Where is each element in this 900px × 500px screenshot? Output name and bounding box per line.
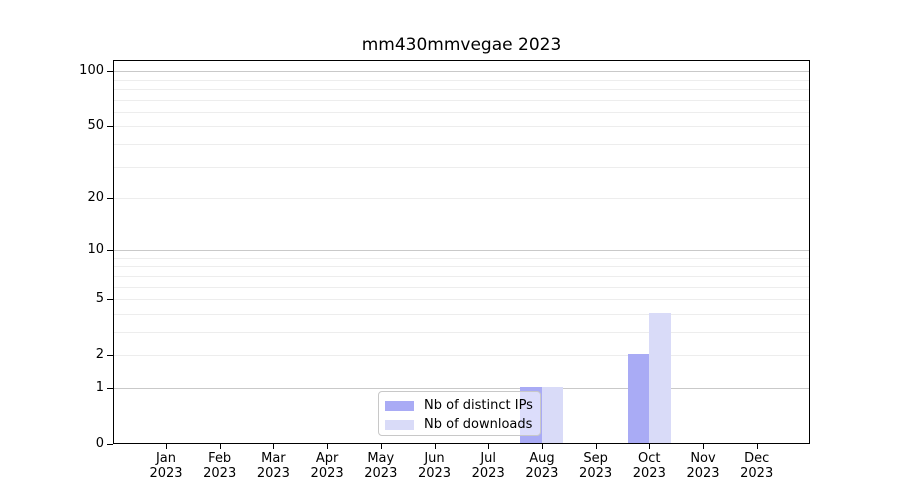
gridline-major: [114, 71, 809, 73]
x-tick-label-dec: Dec 2023: [740, 451, 774, 481]
gridline-major: [114, 387, 809, 389]
x-tick-mark: [488, 444, 490, 449]
gridline-minor: [114, 143, 809, 145]
legend-label-distinct-ips: Nb of distinct IPs: [424, 398, 533, 413]
legend-swatch-distinct-ips-icon: [385, 400, 414, 411]
gridline-minor: [114, 331, 809, 333]
gridline-minor: [114, 79, 809, 81]
bar-distinct-ips-oct: [627, 354, 650, 443]
x-tick-mark: [649, 444, 651, 449]
x-tick-label-may: May 2023: [364, 451, 398, 481]
legend-item-downloads: Nb of downloads: [385, 415, 534, 434]
x-tick-label-aug: Aug 2023: [525, 451, 559, 481]
x-tick-mark: [380, 444, 382, 449]
gridline-major: [114, 250, 809, 252]
gridline-minor: [114, 313, 809, 315]
x-tick-label-mar: Mar 2023: [256, 451, 290, 481]
x-tick-mark: [219, 444, 221, 449]
gridline-minor: [114, 111, 809, 113]
legend-label-downloads: Nb of downloads: [424, 417, 533, 432]
x-tick-label-apr: Apr 2023: [310, 451, 344, 481]
gridline-minor: [114, 198, 809, 199]
x-tick-label-feb: Feb 2023: [203, 451, 237, 481]
y-tick-mark: [107, 299, 113, 301]
bar-downloads-oct: [649, 312, 671, 443]
chart-title: mm430mmvegae 2023: [361, 35, 562, 55]
y-tick-label: 10: [87, 242, 104, 258]
x-tick-label-nov: Nov 2023: [686, 451, 720, 481]
y-tick-label: 50: [87, 118, 104, 134]
x-tick-mark: [595, 444, 597, 449]
legend-swatch-downloads-icon: [385, 419, 414, 430]
legend-item-distinct-ips: Nb of distinct IPs: [385, 396, 534, 415]
x-tick-mark: [703, 444, 704, 449]
y-tick-mark: [107, 444, 113, 445]
y-tick-label: 100: [79, 63, 104, 79]
x-tick-label-jul: Jul 2023: [471, 451, 505, 481]
gridline-minor: [114, 257, 809, 259]
y-tick-label: 0: [95, 436, 104, 451]
x-tick-mark: [166, 444, 167, 449]
y-tick-mark: [107, 250, 113, 252]
gridline-minor: [114, 275, 809, 277]
y-tick-label: 2: [95, 347, 104, 363]
y-tick-mark: [107, 198, 113, 199]
y-tick-mark: [107, 387, 113, 389]
gridline-minor: [114, 266, 809, 268]
x-tick-label-jan: Jan 2023: [149, 451, 183, 481]
y-tick-label: 5: [95, 291, 104, 307]
y-tick-label: 20: [87, 190, 104, 205]
y-tick-mark: [107, 355, 113, 357]
gridline-minor: [114, 99, 809, 101]
x-tick-label-oct: Oct 2023: [632, 451, 666, 481]
gridline-minor: [114, 126, 809, 128]
gridline-minor: [114, 166, 809, 168]
legend: Nb of distinct IPs Nb of downloads: [378, 391, 541, 436]
gridline-minor: [114, 88, 809, 90]
gridline-minor: [114, 355, 809, 357]
plot-area: [113, 60, 810, 444]
x-tick-label-sep: Sep 2023: [579, 451, 613, 481]
y-tick-mark: [107, 126, 113, 128]
gridline-minor: [114, 286, 809, 288]
x-tick-mark: [434, 444, 436, 449]
x-tick-mark: [756, 444, 758, 449]
x-tick-label-jun: Jun 2023: [417, 451, 452, 481]
gridline-minor: [114, 299, 809, 301]
y-tick-label: 1: [95, 379, 104, 395]
x-tick-mark: [273, 444, 275, 449]
y-tick-mark: [107, 71, 113, 73]
bar-downloads-aug: [541, 387, 564, 443]
x-tick-mark: [327, 444, 329, 449]
x-tick-mark: [541, 444, 543, 449]
